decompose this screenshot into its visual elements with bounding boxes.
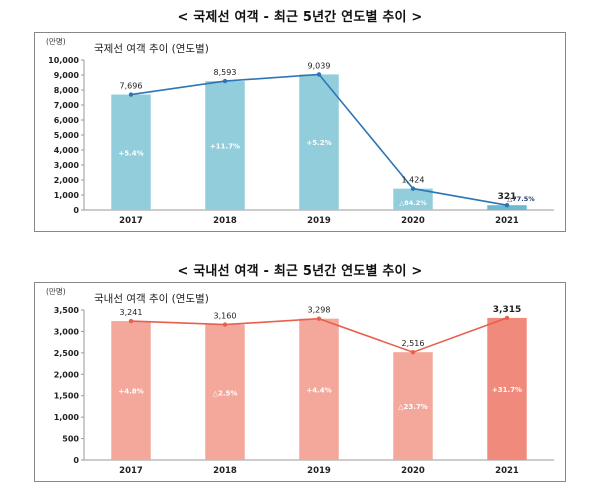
intl-value-label-2020: 1,424	[402, 176, 425, 185]
dom-x-tick-label: 2017	[119, 466, 143, 476]
intl-change-label-2021: △77.5%	[507, 195, 535, 203]
intl-y-tick-label: 8,000	[54, 86, 80, 95]
intl-change-label-2020: △84.2%	[399, 199, 427, 207]
intl-bar-2018	[205, 81, 245, 210]
international-chart: 국제선 여객 추이 (연도별) (만명) 0 1,000 2,000 3,000 4,000…	[34, 32, 566, 232]
intl-bar-2019	[299, 74, 339, 210]
intl-value-label-2019: 9,039	[308, 61, 331, 70]
intl-x-tick-label: 2017	[119, 216, 143, 226]
dom-bar-2021	[487, 317, 527, 460]
intl-value-label-2021: 321	[498, 192, 517, 202]
intl-y-tick-label: 10,000	[48, 56, 79, 65]
dom-unit-label: (만명)	[46, 286, 66, 296]
dom-y-tick-label: 3,000	[54, 327, 80, 336]
intl-chart-title: 국제선 여객 추이 (연도별)	[94, 43, 209, 55]
intl-unit-label: (만명)	[46, 36, 66, 46]
domestic-chart-panel: 국내선 여객 추이 (연도별) (만명) 0 500 1,000 1,500 2,000 2,…	[34, 282, 566, 482]
dom-trend-point-2017	[128, 318, 134, 324]
dom-change-label-2021: +31.7%	[492, 386, 522, 394]
intl-x-tick-label: 2021	[495, 216, 519, 226]
dom-value-label-2019: 3,298	[308, 306, 331, 315]
dom-y-tick-label: 0	[73, 456, 79, 465]
dom-chart-title: 국내선 여객 추이 (연도별)	[94, 293, 209, 305]
dom-y-tick-label: 2,500	[54, 349, 80, 358]
intl-y-tick-label: 9,000	[54, 71, 80, 80]
intl-trend-point-2020	[410, 186, 416, 191]
intl-bar-2021	[487, 205, 527, 210]
intl-x-tick-label: 2020	[401, 216, 425, 226]
dom-x-tick-label: 2020	[401, 466, 425, 476]
intl-y-tick-label: 1,000	[54, 191, 80, 200]
intl-trend-point-2019	[316, 72, 322, 77]
dom-change-label-2017: +4.8%	[118, 388, 143, 396]
dom-value-label-2018: 3,160	[214, 312, 237, 321]
intl-trend-point-2017	[128, 92, 134, 97]
intl-bar-2017	[111, 94, 151, 210]
intl-trend-point-2021	[504, 202, 510, 208]
dom-trend-point-2019	[316, 316, 322, 321]
dom-y-tick-label: 2,000	[54, 370, 80, 379]
international-section-title: < 국제선 여객 - 최근 5년간 연도별 추이 >	[177, 10, 423, 25]
intl-value-label-2017: 7,696	[120, 82, 143, 91]
dom-value-label-2021: 3,315	[493, 305, 521, 315]
dom-trend-point-2020	[410, 349, 416, 355]
dom-y-tick-label: 3,500	[54, 306, 80, 315]
dom-bar-2020	[393, 352, 433, 460]
dom-x-tick-label: 2019	[307, 466, 331, 476]
intl-trend-point-2018	[222, 78, 228, 84]
intl-x-tick-label: 2019	[307, 216, 331, 226]
domestic-chart: 국내선 여객 추이 (연도별) (만명) 0 500 1,000 1,500 2,000 2,…	[34, 282, 566, 482]
intl-y-tick-label: 6,000	[54, 116, 80, 125]
intl-value-label-2018: 8,593	[214, 68, 237, 77]
intl-change-label-2017: +5.4%	[118, 149, 143, 157]
dom-bar-2017	[111, 321, 151, 460]
dom-value-label-2017: 3,241	[120, 308, 143, 317]
dom-bar-2018	[205, 324, 245, 460]
dom-trend-point-2021	[504, 315, 510, 321]
intl-y-tick-label: 3,000	[54, 161, 80, 170]
dom-x-tick-label: 2021	[495, 466, 519, 476]
domestic-section-title: < 국내선 여객 - 최근 5년간 연도별 추이 >	[177, 264, 423, 279]
intl-y-tick-label: 7,000	[54, 101, 80, 110]
dom-value-label-2020: 2,516	[402, 339, 425, 348]
intl-change-label-2019: +5.2%	[306, 139, 331, 147]
dom-x-tick-label: 2018	[213, 466, 237, 476]
dom-y-tick-label: 500	[62, 435, 79, 444]
intl-bar-2020	[393, 188, 433, 210]
intl-change-label-2018: +11.7%	[210, 143, 240, 151]
intl-y-tick-label: 4,000	[54, 146, 80, 155]
intl-y-tick-label: 5,000	[54, 131, 80, 140]
intl-x-tick-label: 2018	[213, 216, 237, 226]
dom-change-label-2019: +4.4%	[306, 386, 331, 394]
dom-change-label-2018: △2.5%	[213, 389, 238, 397]
dom-y-tick-label: 1,000	[54, 413, 80, 422]
dom-y-tick-label: 1,500	[54, 392, 80, 401]
intl-y-tick-label: 0	[73, 206, 79, 215]
dom-bar-2019	[299, 318, 339, 460]
dom-trend-point-2018	[222, 322, 228, 327]
intl-y-tick-label: 2,000	[54, 176, 80, 185]
dom-change-label-2020: △23.7%	[398, 403, 428, 411]
international-chart-panel: 국제선 여객 추이 (연도별) (만명) 0 1,000 2,000 3,000 4,000…	[34, 32, 566, 232]
